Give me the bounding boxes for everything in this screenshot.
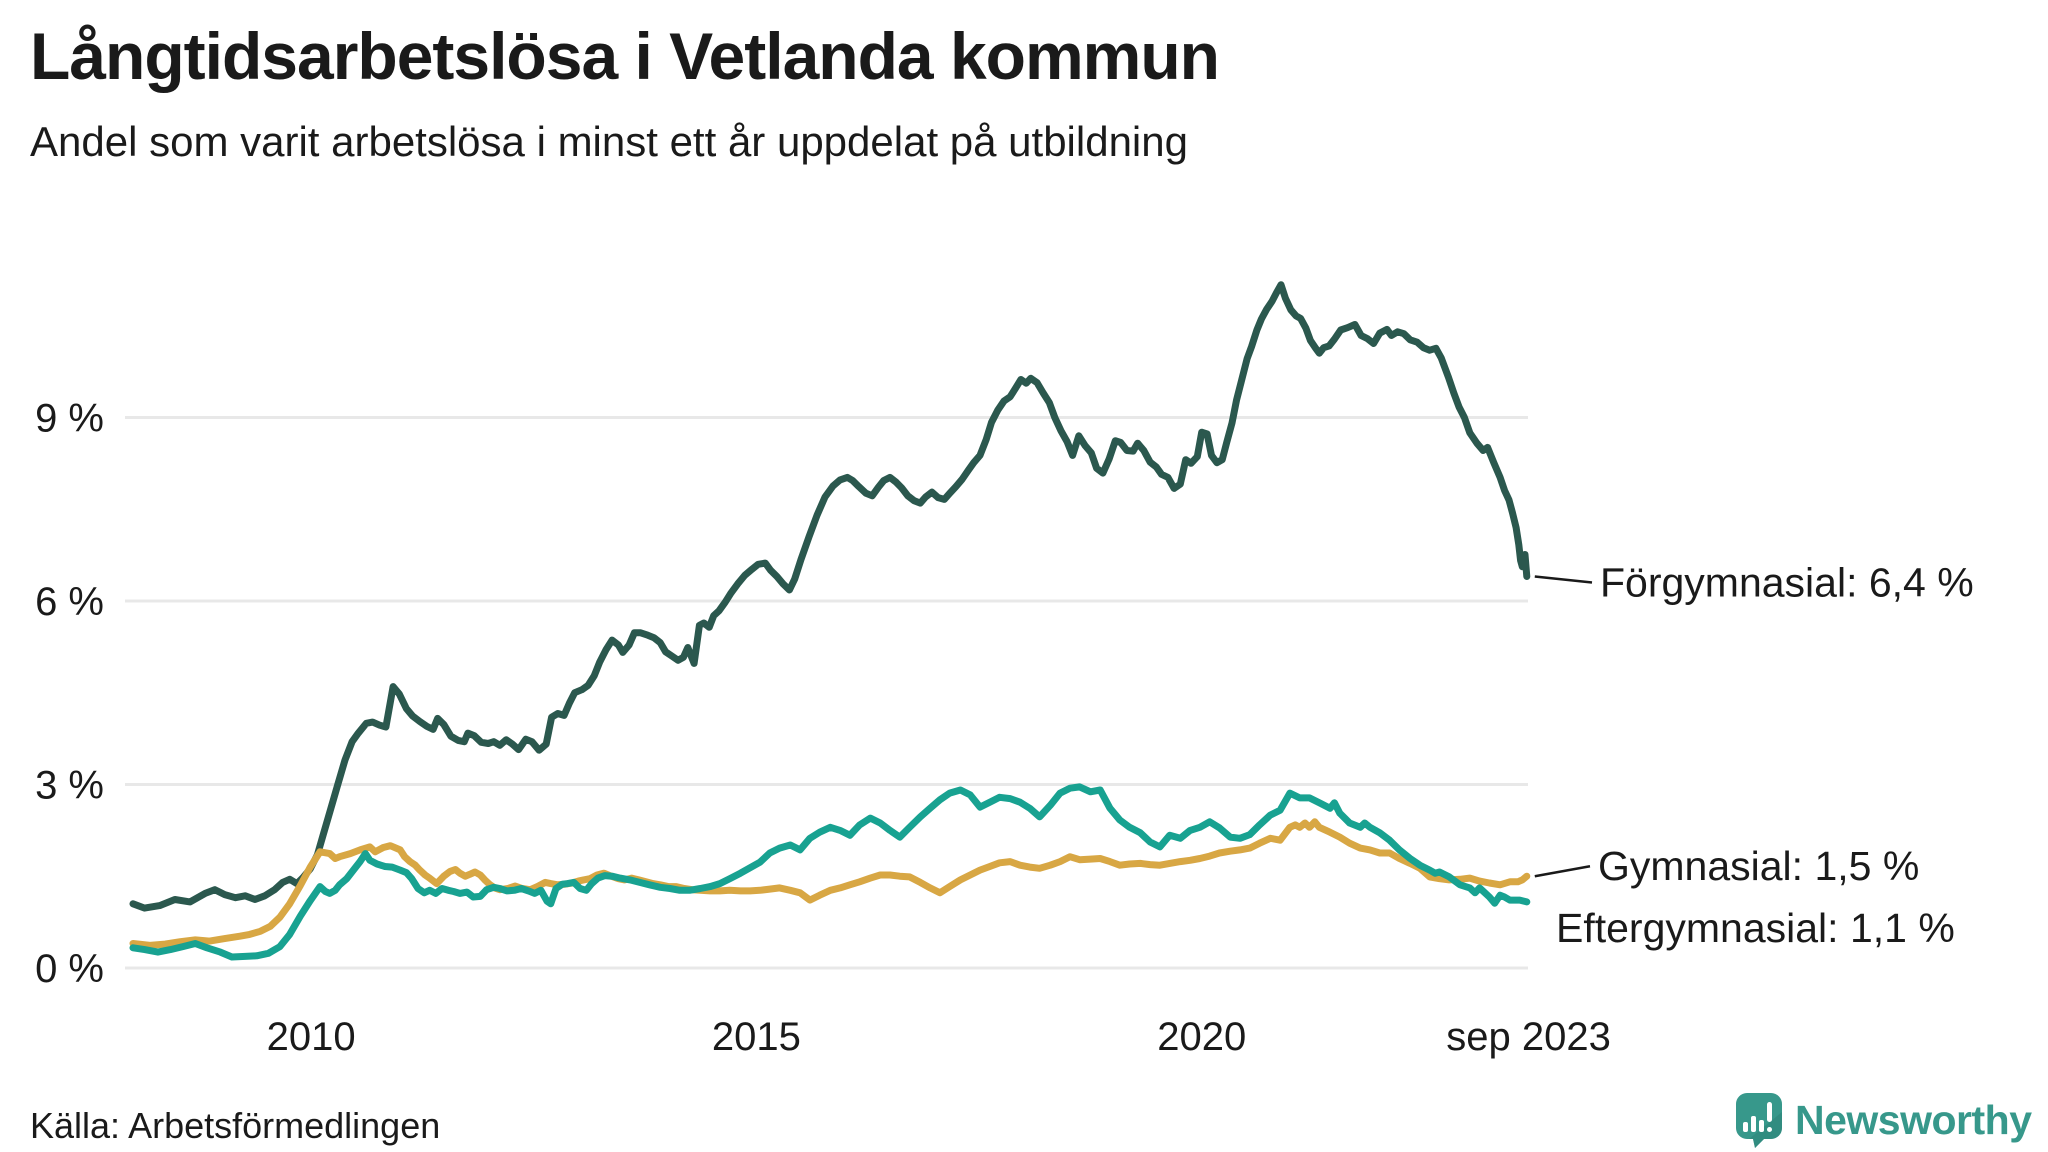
- chart-subtitle: Andel som varit arbetslösa i minst ett å…: [30, 118, 1188, 165]
- series-end-label-gymnasial: Gymnasial: 1,5 %: [1598, 843, 1919, 889]
- y-tick-label: 9 %: [35, 396, 104, 440]
- x-tick-label: 2015: [712, 1015, 801, 1059]
- x-axis-tick-labels: 2010 2015 2020 sep 2023: [267, 1015, 1611, 1059]
- series-end-labels: Förgymnasial: 6,4 % Gymnasial: 1,5 % Efter…: [1534, 560, 1974, 951]
- series-end-label-förgymnasial: Förgymnasial: 6,4 %: [1600, 560, 1974, 606]
- series-lines: [129, 281, 1531, 961]
- newsworthy-logo-text: Newsworthy: [1795, 1096, 2032, 1143]
- y-axis-tick-labels: 0 % 3 % 6 % 9 %: [35, 396, 104, 991]
- newsworthy-badge-icon: [1736, 1093, 1782, 1148]
- x-tick-label: sep 2023: [1446, 1015, 1611, 1059]
- y-tick-label: 6 %: [35, 580, 104, 624]
- label-connector-line: [1534, 865, 1591, 878]
- series-line-förgymnasial: [129, 281, 1531, 912]
- y-tick-label: 3 %: [35, 763, 104, 807]
- x-tick-label: 2010: [267, 1015, 356, 1059]
- page-title: Långtidsarbetslösa i Vetlanda kommun: [30, 19, 1220, 93]
- series-line-gymnasial: [129, 818, 1531, 949]
- gridlines: [125, 415, 1528, 970]
- source-note: Källa: Arbetsförmedlingen: [30, 1105, 441, 1146]
- y-tick-label: 0 %: [35, 947, 104, 991]
- series-end-label-eftergymnasial: Eftergymnasial: 1,1 %: [1556, 905, 1955, 951]
- x-tick-label: 2020: [1157, 1015, 1246, 1059]
- series-line-eftergymnasial: [129, 783, 1531, 961]
- label-connector-line: [1534, 575, 1593, 584]
- newsworthy-logo: Newsworthy: [1735, 1092, 2032, 1148]
